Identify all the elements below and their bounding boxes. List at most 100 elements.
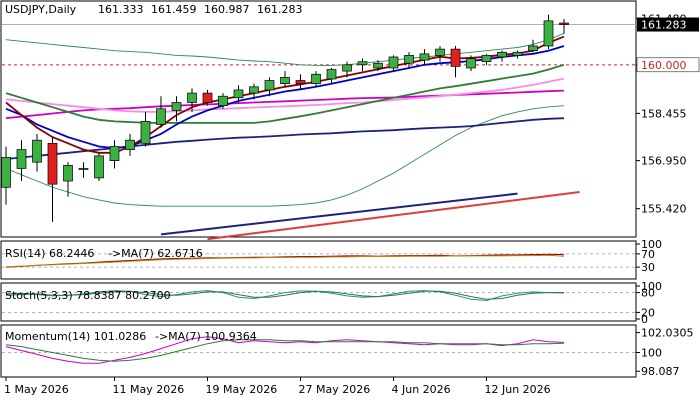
candle — [419, 49, 430, 65]
stoch-y-tick-label: 0 — [641, 313, 648, 326]
candle-body — [125, 139, 135, 150]
rsi-y-tick-label: 100 — [641, 238, 662, 251]
candle-body — [63, 164, 73, 182]
candle — [357, 58, 368, 72]
candle-body — [109, 146, 120, 161]
candle-body — [1, 157, 11, 188]
momentum-ma-label: ->MA(7) 100.9364 — [155, 330, 257, 343]
momentum-series-line — [5, 339, 565, 362]
moving-average-line — [5, 117, 565, 160]
candle-body — [373, 62, 383, 69]
x-tick-label: 4 Jun 2026 — [392, 383, 451, 396]
candle-body — [450, 48, 461, 67]
candle-body — [171, 102, 182, 111]
candle-body — [326, 69, 337, 80]
candle — [404, 52, 414, 68]
stoch-y-tick-label: 80 — [641, 287, 655, 300]
momentum-label: Momentum(14) 101.0286 — [5, 330, 146, 343]
candle-body — [435, 48, 445, 56]
candle-body — [497, 51, 507, 58]
price-panel: 161.480158.455156.950155.420160.000161.2… — [1, 12, 700, 241]
candle-body — [249, 86, 259, 94]
candle-body — [466, 58, 476, 69]
candle-body — [140, 121, 151, 144]
stoch-y-tick-label: 100 — [641, 280, 662, 293]
ohlc-high: 161.459 — [151, 3, 197, 16]
rsi-y-tick-label: 30 — [641, 261, 655, 274]
stoch-label: Stoch(5,3,3) 78.8387 80.2700 — [5, 289, 171, 302]
candle-body — [342, 64, 352, 72]
candle-body — [264, 80, 275, 91]
candle — [125, 133, 135, 156]
x-tick-label: 11 May 2026 — [113, 383, 185, 396]
last-price-box — [637, 17, 699, 32]
price-panel-frame — [0, 0, 637, 238]
candle — [295, 74, 306, 90]
candle — [342, 61, 352, 78]
candle — [156, 96, 166, 128]
candle-body — [404, 55, 414, 64]
candle — [280, 71, 290, 87]
candle — [512, 50, 523, 59]
trend-line — [207, 191, 580, 241]
candle — [559, 18, 569, 34]
candle — [1, 146, 11, 205]
reference-level-label: 160.000 — [641, 59, 687, 72]
x-tick-label: 19 May 2026 — [206, 383, 278, 396]
ohlc-low: 160.987 — [204, 3, 250, 16]
candle-body — [16, 149, 27, 169]
candle-body — [295, 80, 306, 85]
candle — [218, 93, 228, 109]
chart-title: USDJPY,Daily — [5, 3, 77, 16]
lower-band-line — [5, 105, 565, 207]
candle — [32, 133, 42, 172]
candle — [63, 162, 73, 197]
candle — [435, 45, 445, 62]
candle — [94, 152, 104, 182]
x-tick-label: 27 May 2026 — [299, 383, 371, 396]
x-axis: 1 May 2026 11 May 2026 19 May 2026 27 May 2… — [4, 377, 551, 396]
reference-level-box — [636, 57, 700, 73]
candle-body — [388, 56, 399, 69]
price-y-tick-label: 158.455 — [641, 107, 687, 120]
moving-average-line — [5, 77, 565, 113]
candle-body — [481, 55, 492, 63]
stoch-y-tick-label: 20 — [641, 306, 655, 319]
x-tick-label: 1 May 2026 — [4, 383, 69, 396]
candle — [264, 77, 275, 97]
candle — [249, 83, 259, 100]
candle — [187, 88, 197, 112]
ohlc-close: 161.283 — [257, 3, 303, 16]
candle-body — [280, 77, 290, 85]
last-price-label: 161.283 — [641, 19, 687, 32]
candle — [326, 67, 337, 84]
candle-body — [233, 89, 244, 99]
candle-body — [78, 168, 89, 170]
rsi-label: RSI(14) 68.2446 — [5, 247, 94, 260]
stoch-panel-frame — [0, 282, 637, 322]
momentum-y-tick-label: 102.0305 — [641, 327, 694, 340]
candle-body — [528, 45, 538, 52]
candle — [388, 55, 399, 72]
candle-body — [419, 53, 430, 61]
rsi-ma-label: ->MA(7) 62.6716 — [108, 247, 203, 260]
candle-body — [559, 22, 569, 25]
candle-body — [187, 92, 197, 103]
candle — [466, 55, 476, 72]
rsi-y-tick-label: 70 — [641, 248, 655, 261]
candle — [373, 60, 383, 72]
candle-body — [218, 95, 228, 107]
candle — [233, 85, 244, 103]
candle-body — [311, 73, 321, 85]
trend-line — [160, 192, 518, 236]
ohlc-open: 161.333 — [98, 3, 144, 16]
candle — [140, 111, 151, 147]
candle-body — [202, 92, 213, 103]
candle-body — [94, 155, 104, 179]
candle — [16, 140, 27, 182]
x-tick-label: 12 Jun 2026 — [485, 383, 551, 396]
candle — [497, 50, 507, 62]
rsi-series-line — [5, 254, 565, 268]
